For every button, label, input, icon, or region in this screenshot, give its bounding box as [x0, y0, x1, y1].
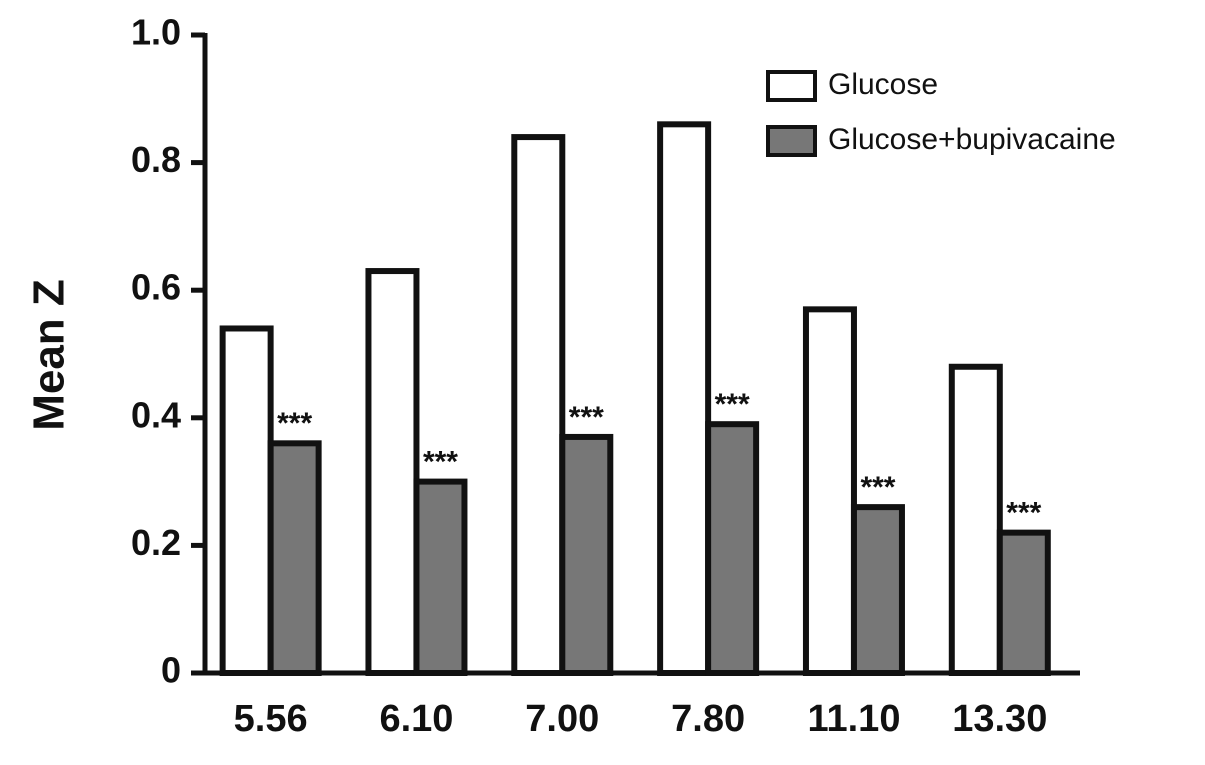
bar — [511, 134, 566, 676]
x-tick-label: 5.56 — [234, 698, 308, 740]
annotation: *** — [860, 471, 895, 504]
x-tick-label: 13.30 — [952, 698, 1047, 740]
bar — [802, 306, 857, 676]
bar — [948, 363, 1003, 676]
annotation: *** — [423, 446, 458, 479]
x-tick-label: 6.10 — [379, 698, 453, 740]
y-tick-label: 0.2 — [131, 522, 181, 563]
x-tick-label: 7.00 — [525, 698, 599, 740]
bar — [705, 421, 760, 676]
bar — [850, 504, 905, 676]
bar — [559, 433, 614, 676]
bar — [365, 268, 420, 676]
bar — [267, 440, 322, 676]
bar — [657, 121, 712, 676]
annotation: *** — [569, 401, 604, 434]
y-tick-label: 0.6 — [131, 267, 181, 308]
bar — [996, 529, 1051, 677]
y-tick-label: 1.0 — [131, 12, 181, 53]
x-tick-label: 11.10 — [807, 698, 900, 740]
annotation: *** — [277, 407, 312, 440]
annotation: *** — [715, 388, 750, 421]
annotation: *** — [1006, 497, 1041, 530]
y-axis-label: Mean Z — [25, 279, 74, 431]
legend-swatch — [766, 125, 817, 157]
legend-label: Glucose+bupivacaine — [828, 123, 1116, 156]
y-tick-label: 0.8 — [131, 139, 181, 180]
y-tick-label: 0 — [161, 650, 181, 691]
legend-label: Glucose — [828, 68, 938, 101]
x-tick-label: 7.80 — [671, 698, 745, 740]
y-tick-label: 0.4 — [131, 394, 181, 435]
bar — [219, 325, 274, 676]
bar — [413, 478, 468, 676]
legend-swatch — [766, 70, 817, 102]
